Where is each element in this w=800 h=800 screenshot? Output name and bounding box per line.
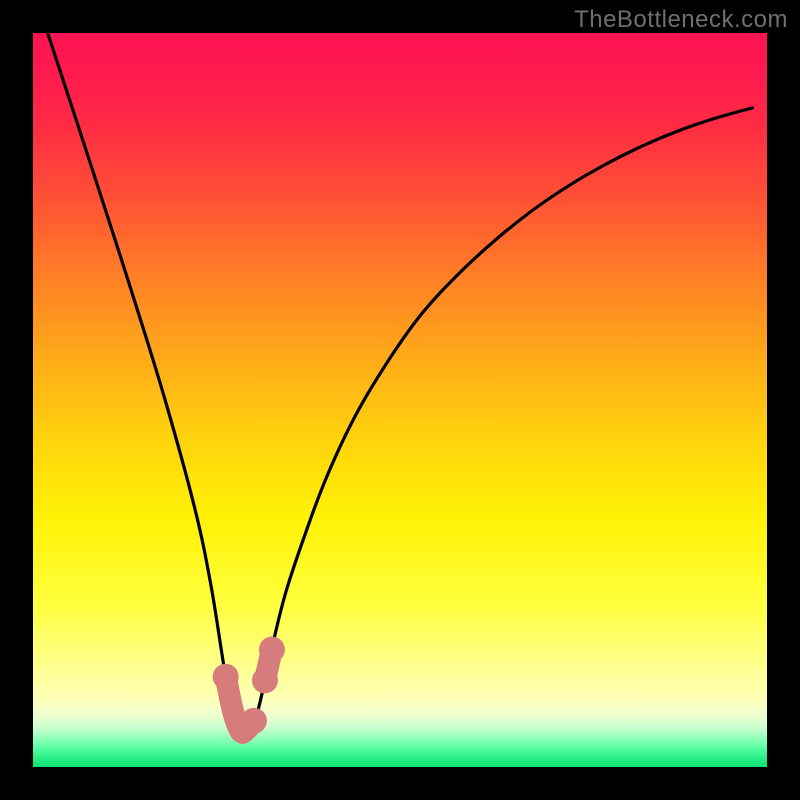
watermark-text: TheBottleneck.com xyxy=(574,6,788,34)
marker-endcap xyxy=(252,667,278,693)
bottleneck-curve-chart xyxy=(0,0,800,800)
marker-endcap xyxy=(259,637,285,663)
chart-frame: TheBottleneck.com xyxy=(0,0,800,800)
marker-endcap xyxy=(213,664,239,690)
marker-endcap xyxy=(241,708,267,734)
plot-background xyxy=(33,33,767,767)
